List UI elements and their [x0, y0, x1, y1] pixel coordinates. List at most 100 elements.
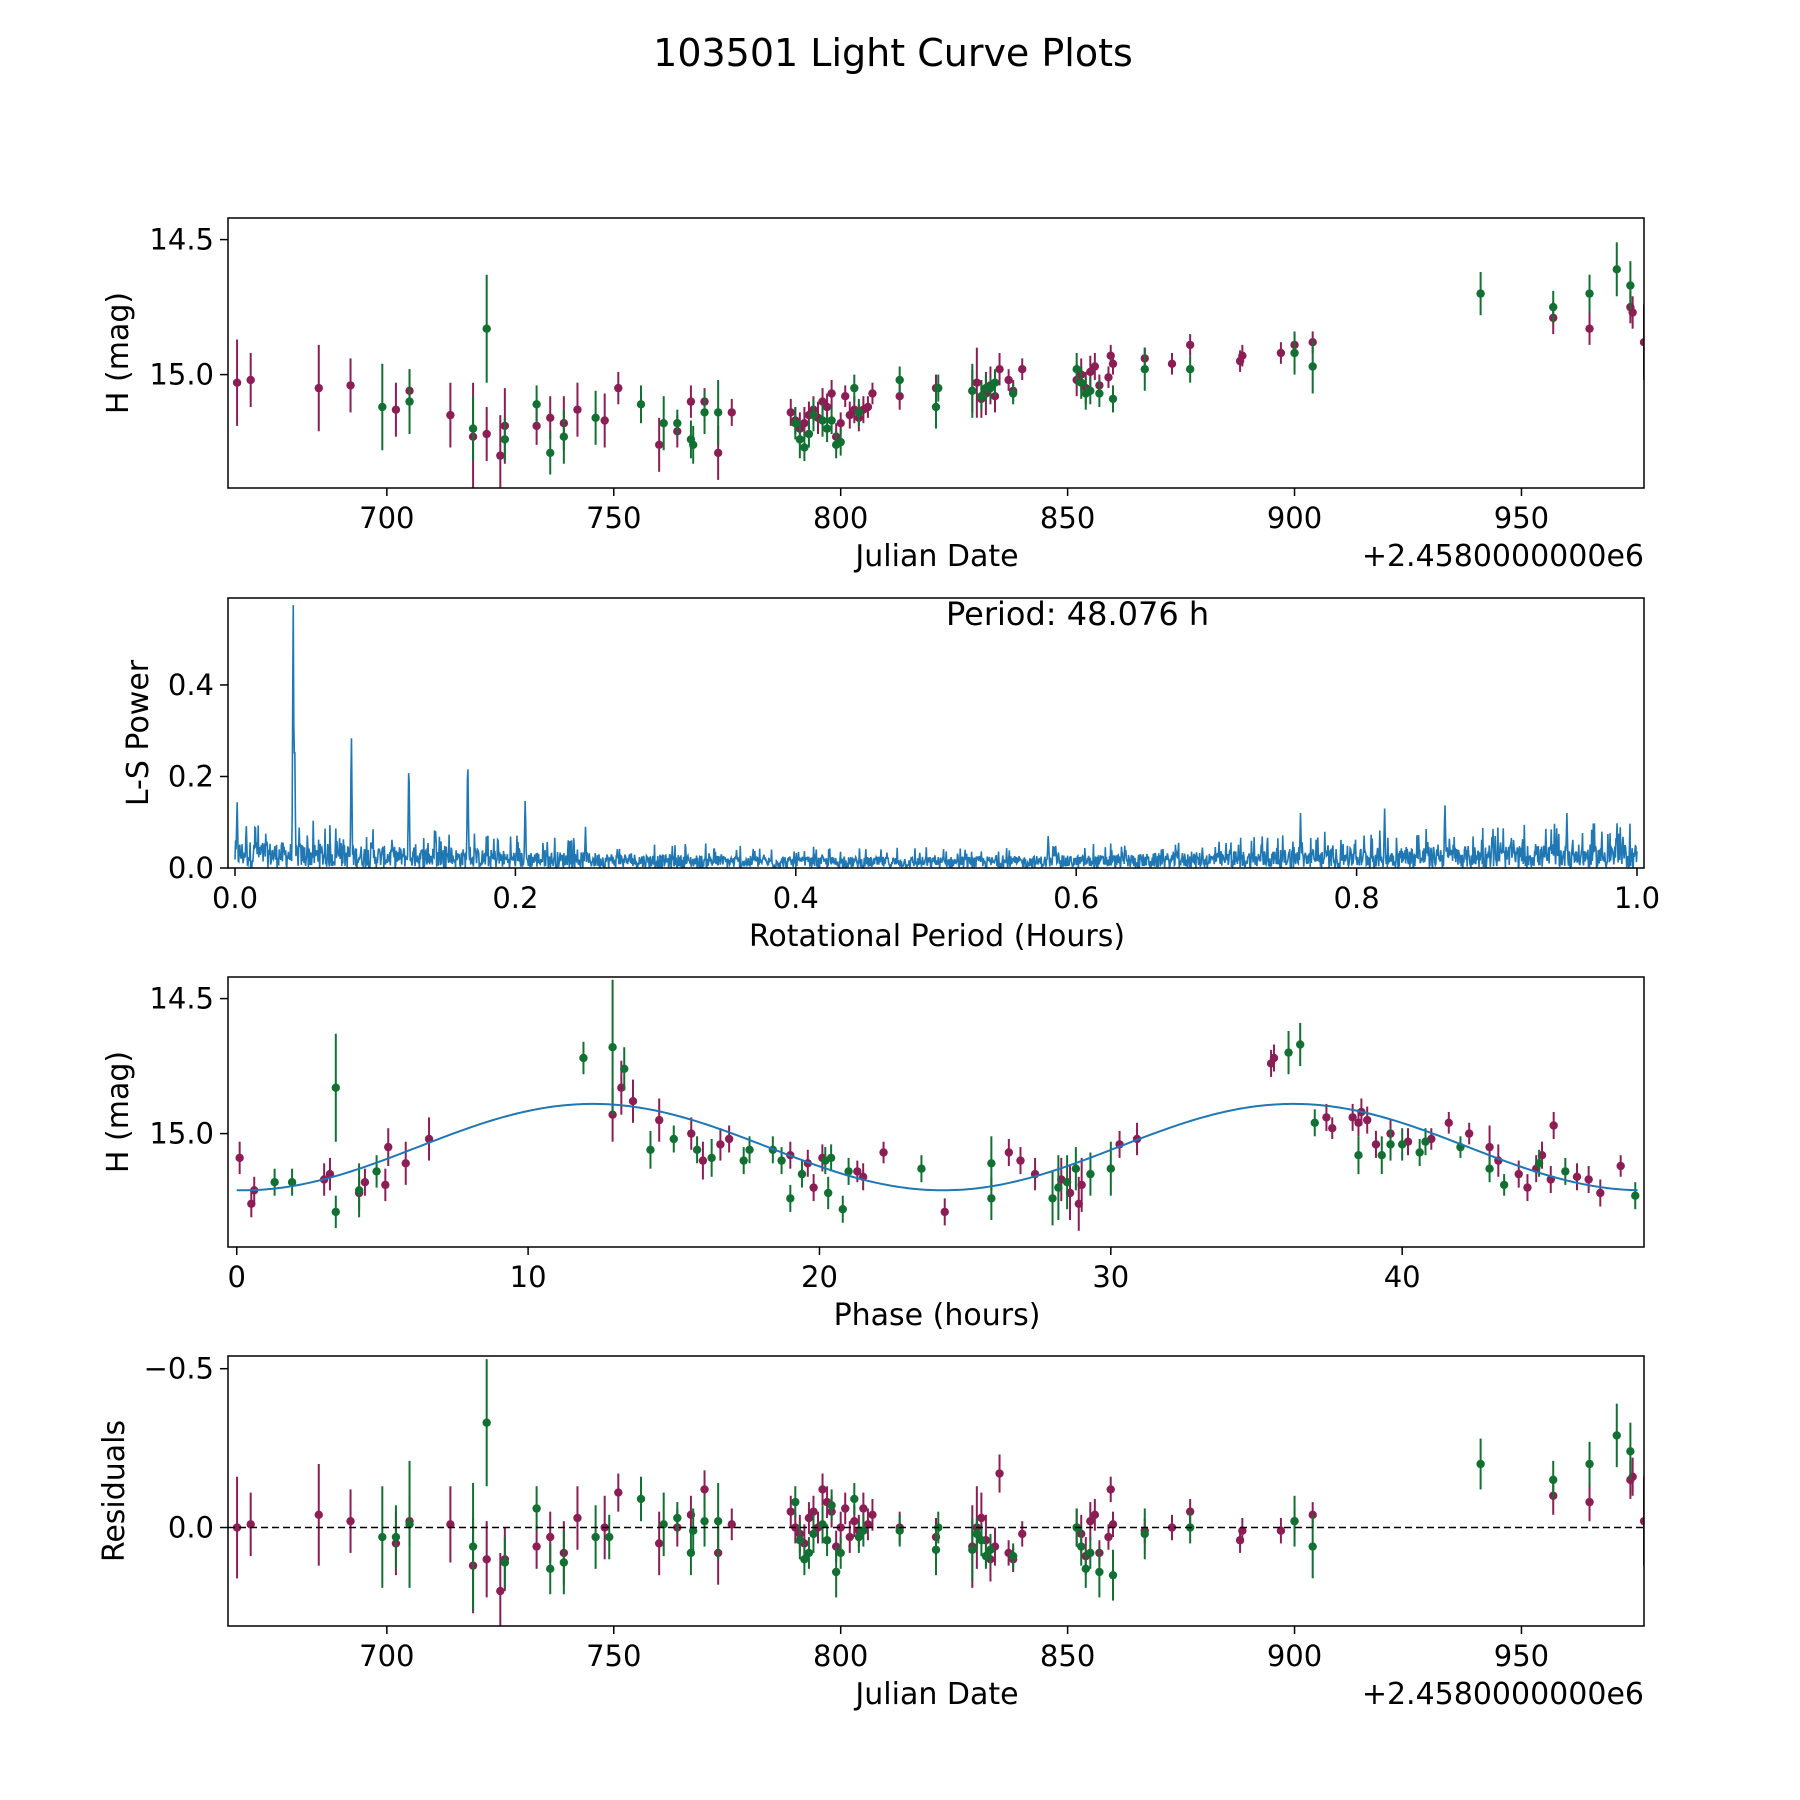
marker — [232, 378, 242, 387]
data-point — [700, 390, 709, 434]
data-point — [863, 1508, 873, 1541]
marker — [990, 378, 1000, 387]
data-point — [659, 1492, 668, 1557]
data-point — [573, 1486, 582, 1550]
data-point — [1140, 1508, 1149, 1560]
data-point — [381, 1168, 390, 1202]
marker — [1549, 1475, 1558, 1485]
marker — [698, 1156, 708, 1165]
data-point — [836, 1537, 845, 1569]
marker — [1485, 1142, 1494, 1152]
marker — [546, 448, 555, 458]
data-point — [822, 1524, 832, 1557]
marker — [381, 1180, 390, 1190]
marker — [1106, 1485, 1115, 1494]
data-point — [1612, 242, 1621, 297]
data-point — [990, 369, 1000, 397]
data-point — [818, 1473, 827, 1506]
marker — [636, 1494, 646, 1504]
data-point — [917, 1155, 926, 1183]
data-point — [620, 1047, 629, 1091]
marker — [707, 1153, 716, 1163]
marker — [659, 1520, 668, 1529]
marker — [700, 408, 709, 417]
data-point — [500, 417, 510, 461]
data-point — [354, 1163, 364, 1218]
marker — [1008, 1551, 1018, 1561]
marker — [739, 1156, 748, 1165]
marker — [346, 1516, 355, 1526]
marker — [838, 1205, 847, 1214]
marker — [636, 400, 646, 409]
marker — [608, 1043, 617, 1052]
data-point — [546, 431, 555, 475]
data-point — [1290, 331, 1299, 375]
marker — [372, 1167, 381, 1176]
marker — [850, 1516, 859, 1526]
data-point — [895, 1514, 904, 1547]
marker — [378, 402, 387, 412]
data-point — [636, 385, 646, 424]
data-point — [850, 1483, 859, 1515]
data-point — [605, 1514, 614, 1560]
marker — [287, 1178, 297, 1187]
marker — [895, 375, 904, 385]
data-point — [845, 1521, 854, 1553]
data-point — [1004, 369, 1013, 391]
marker — [1308, 1542, 1317, 1551]
data-point — [841, 1492, 850, 1525]
data-point — [1048, 1171, 1057, 1226]
data-point — [1108, 385, 1118, 413]
data-point — [1612, 1403, 1621, 1468]
data-point — [854, 398, 864, 426]
marker — [1572, 1172, 1582, 1182]
data-point — [727, 398, 736, 426]
data-point — [1485, 1155, 1494, 1183]
data-point — [700, 1495, 709, 1547]
panel-periodogram: 0.0 0.2 0.4 0.6 0.8 1.0 0.0 0.2 0.4 Rotational Pe… — [121, 595, 1660, 954]
data-point — [1090, 353, 1100, 380]
marker — [1086, 386, 1095, 395]
marker — [496, 1586, 505, 1596]
data-point — [1397, 1128, 1407, 1161]
marker — [591, 1532, 600, 1542]
marker — [700, 1516, 709, 1526]
marker — [1612, 265, 1621, 274]
data-point — [482, 1521, 491, 1598]
data-point — [1585, 312, 1594, 345]
marker — [1276, 348, 1286, 358]
data-point — [698, 1141, 708, 1180]
data-point — [1284, 1031, 1293, 1075]
marker — [600, 416, 609, 425]
data-point — [795, 420, 805, 459]
data-point — [669, 1125, 678, 1153]
marker — [786, 1194, 795, 1203]
marker — [1048, 1194, 1057, 1203]
data-point — [346, 1489, 355, 1553]
data-point — [591, 390, 600, 445]
axes-frame — [227, 1355, 1645, 1627]
marker — [673, 1513, 682, 1523]
marker — [401, 1159, 410, 1168]
x-tick-label: 800 — [813, 501, 868, 535]
marker — [940, 1207, 949, 1217]
data-point — [1104, 1524, 1113, 1550]
data-point — [1086, 1502, 1095, 1541]
marker — [270, 1178, 279, 1187]
y-tick-label: 0.2 — [168, 759, 214, 793]
marker — [620, 1064, 629, 1074]
marker — [1008, 389, 1018, 398]
marker — [482, 1555, 491, 1564]
marker — [1377, 1151, 1386, 1160]
data-point — [1639, 1476, 1644, 1566]
data-point — [1596, 1179, 1605, 1207]
data-point — [1108, 1511, 1118, 1538]
x-tick-label: 40 — [1384, 1260, 1421, 1294]
data-point — [646, 1130, 655, 1169]
data-point — [804, 1537, 814, 1569]
x-tick-label: 850 — [1040, 1639, 1095, 1673]
data-point — [968, 1518, 977, 1582]
marker — [841, 392, 850, 401]
data-point — [1310, 1109, 1319, 1137]
data-point — [500, 1537, 510, 1588]
